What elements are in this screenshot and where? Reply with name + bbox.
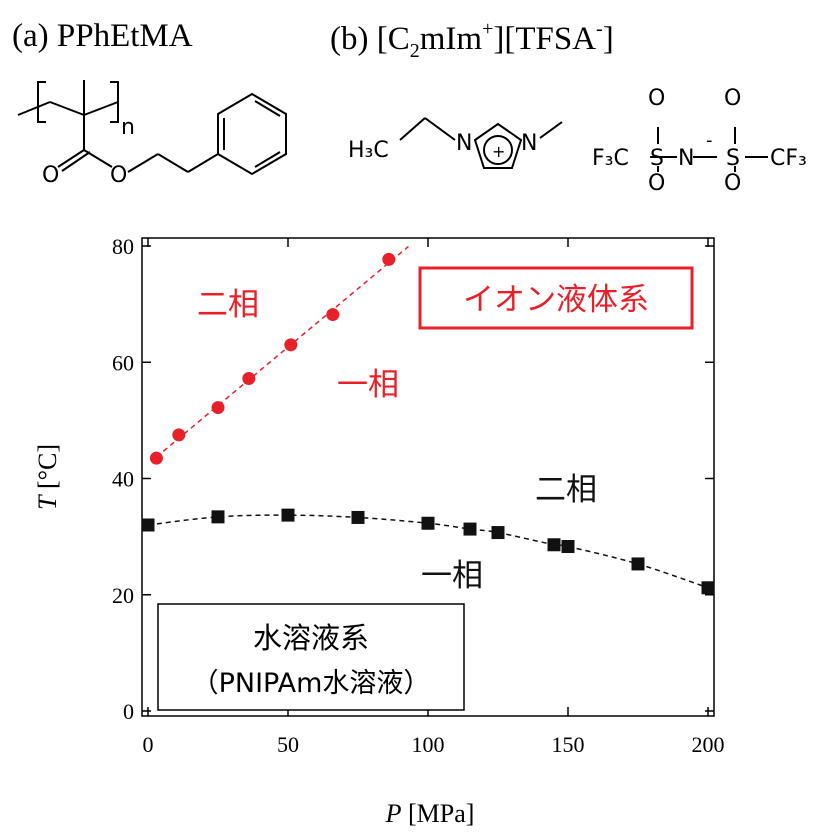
- anion-sulfur-1: S: [650, 146, 664, 171]
- y-axis-variable: T: [33, 494, 62, 510]
- ionic-one-phase-label: 一相: [337, 367, 399, 403]
- cation-methyl-group: H₃C: [348, 138, 389, 163]
- aqueous-point: [211, 510, 225, 524]
- aqueous-point: [351, 510, 365, 524]
- panel-b-label: (b) [C2mIm+][TFSA-]: [330, 18, 614, 63]
- y-tick-label: 20: [112, 583, 134, 608]
- ionic-liquid-point: [382, 252, 396, 266]
- cation-nitrogen-2: N: [521, 131, 537, 156]
- aqueous-point: [141, 518, 155, 532]
- ionic-liquid-point: [284, 338, 298, 352]
- panel-a-tag: (a): [12, 18, 49, 54]
- panel-a-label: (a) PPhEtMA: [12, 18, 193, 55]
- y-axis-unit: [°C]: [33, 444, 62, 496]
- ester-oxygen: O: [110, 163, 127, 188]
- aqueous-point: [281, 508, 295, 522]
- anion-oxygen-1: O: [648, 86, 665, 111]
- y-tick-label: 40: [112, 467, 134, 492]
- x-axis-ticks: 0 50 100 150 200: [143, 238, 725, 757]
- x-tick-label: 200: [692, 732, 725, 757]
- aqueous-point: [463, 522, 477, 536]
- aqueous-label-box: [157, 603, 465, 711]
- y-axis-label: T [°C]: [33, 444, 62, 510]
- aqueous-series: [141, 508, 715, 595]
- panel-b-ionic-liquid-name: [C2mIm+][TFSA-]: [376, 18, 614, 62]
- anion-sulfur-2: S: [726, 146, 740, 171]
- anion-charge: -: [706, 130, 713, 151]
- cation-charge: +: [492, 142, 505, 161]
- x-tick-label: 100: [412, 732, 445, 757]
- panel-a-polymer-name: PPhEtMA: [56, 18, 193, 54]
- ionic-liquid-system-label: イオン液体系: [463, 282, 649, 318]
- anion-structure: [650, 127, 768, 172]
- aqueous-two-phase-label: 二相: [535, 472, 597, 508]
- y-axis-ticks: 0 20 40 60 80: [112, 234, 714, 724]
- ionic-liquid-linear-fit: [155, 245, 409, 458]
- anion-oxygen-3: O: [648, 171, 665, 196]
- aqueous-trend-curve: [147, 514, 709, 589]
- polymer-repeat-n: n: [121, 115, 135, 140]
- aqueous-point: [421, 516, 435, 530]
- y-tick-label: 80: [112, 234, 134, 259]
- ionic-liquid-point: [211, 401, 225, 415]
- ionic-liquid-point: [242, 372, 256, 386]
- ionic-liquid-series: [149, 252, 396, 465]
- x-tick-label: 0: [143, 732, 154, 757]
- aqueous-point: [561, 540, 575, 554]
- y-tick-label: 0: [123, 699, 134, 724]
- ionic-two-phase-label: 二相: [197, 287, 259, 323]
- aqueous-system-label: 水溶液系: [253, 621, 369, 655]
- anion-oxygen-2: O: [724, 86, 741, 111]
- carbonyl-oxygen: O: [42, 163, 59, 188]
- y-tick-label: 60: [112, 350, 134, 375]
- aqueous-one-phase-label: 一相: [421, 558, 483, 594]
- aqueous-point: [491, 526, 505, 540]
- x-axis-label: P [MPa]: [385, 799, 475, 828]
- aqueous-pnipam-label: （PNIPAm水溶液）: [192, 668, 431, 699]
- aqueous-point: [631, 557, 645, 571]
- aqueous-point: [701, 581, 715, 595]
- x-axis-unit: [MPa]: [401, 799, 474, 828]
- aqueous-point: [547, 538, 561, 552]
- anion-cf3-right: CF₃: [770, 146, 807, 171]
- anion-nitrogen: N: [678, 146, 694, 171]
- ionic-liquid-point: [172, 428, 186, 442]
- x-axis-variable: P: [385, 799, 402, 828]
- pphetma-structure: [17, 80, 287, 176]
- ionic-liquid-point: [326, 308, 340, 322]
- ionic-liquid-label-box: [418, 266, 694, 330]
- cation-nitrogen-1: N: [456, 131, 472, 156]
- x-tick-label: 150: [552, 732, 585, 757]
- anion-oxygen-4: O: [724, 171, 741, 196]
- ionic-liquid-point: [149, 451, 163, 465]
- anion-cf3-left: F₃C: [592, 146, 629, 171]
- x-tick-label: 50: [277, 732, 299, 757]
- panel-b-tag: (b): [330, 21, 369, 57]
- cation-structure: [399, 117, 563, 169]
